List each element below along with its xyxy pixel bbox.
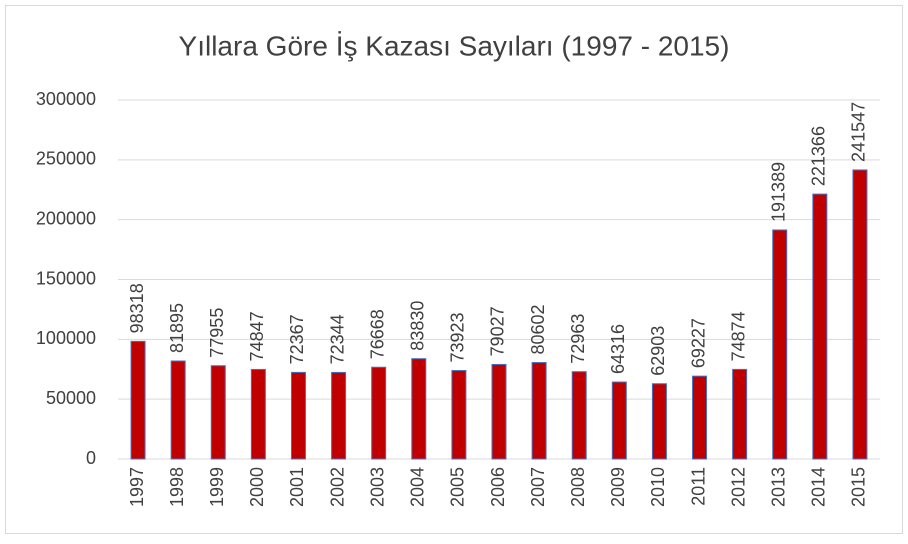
data-label: 79027 [488,306,508,356]
bar [170,360,186,460]
x-tick-label: 2015 [849,467,869,507]
data-label: 241547 [849,102,869,162]
x-tick-label: 1999 [207,467,227,507]
x-tick-label: 2003 [367,467,387,507]
bar [692,375,708,460]
data-label: 80602 [528,304,548,354]
data-label: 76668 [367,309,387,359]
bar [611,381,627,460]
bar [210,365,226,460]
bar [732,368,748,460]
data-label: 62903 [648,326,668,376]
data-label: 77955 [207,308,227,358]
bar [331,371,347,460]
bar [371,366,387,460]
y-tick-label: 0 [86,448,96,468]
data-label: 221366 [809,126,829,186]
bar [812,193,828,460]
data-label: 72963 [568,314,588,364]
x-tick-label: 1997 [127,467,147,507]
data-label: 74874 [728,311,748,361]
x-tick-label: 2011 [688,467,708,506]
bar [411,358,427,460]
bar [451,370,467,460]
data-label: 72344 [327,314,347,364]
bar [651,383,667,460]
bar [571,371,587,460]
data-label: 64316 [608,324,628,374]
y-tick-label: 200000 [36,208,96,228]
x-tick-label: 2002 [327,467,347,507]
x-tick-label: 2008 [568,467,588,507]
data-label: 98318 [127,283,147,333]
x-tick-label: 2010 [648,467,668,507]
x-tick-label: 2000 [247,467,267,507]
chart-title: Yıllara Göre İş Kazası Sayıları (1997 - … [179,30,730,61]
x-tick-label: 2001 [287,467,307,507]
bar [290,371,306,460]
x-tick-label: 2004 [408,467,428,507]
y-tick-label: 150000 [36,268,96,288]
bar [852,169,868,460]
data-label: 74847 [247,311,267,361]
bar [130,340,146,460]
y-tick-label: 250000 [36,149,96,169]
bar [772,229,788,460]
x-tick-label: 2012 [728,467,748,507]
x-tick-label: 2007 [528,467,548,507]
bar [531,362,547,460]
bar [250,368,266,460]
y-tick-label: 300000 [36,89,96,109]
bar [491,363,507,460]
x-tick-label: 2013 [768,467,788,507]
y-tick-label: 50000 [46,388,96,408]
x-tick-label: 2014 [809,467,829,507]
x-tick-label: 2006 [488,467,508,507]
data-label: 81895 [167,303,187,353]
data-label: 69227 [688,318,708,368]
x-tick-label: 2009 [608,467,628,507]
data-label: 191389 [768,162,788,222]
data-label: 83830 [408,301,428,351]
x-tick-label: 2005 [448,467,468,507]
y-tick-label: 100000 [36,328,96,348]
data-label: 73923 [448,312,468,362]
data-label: 72367 [287,314,307,364]
x-tick-label: 1998 [167,467,187,507]
